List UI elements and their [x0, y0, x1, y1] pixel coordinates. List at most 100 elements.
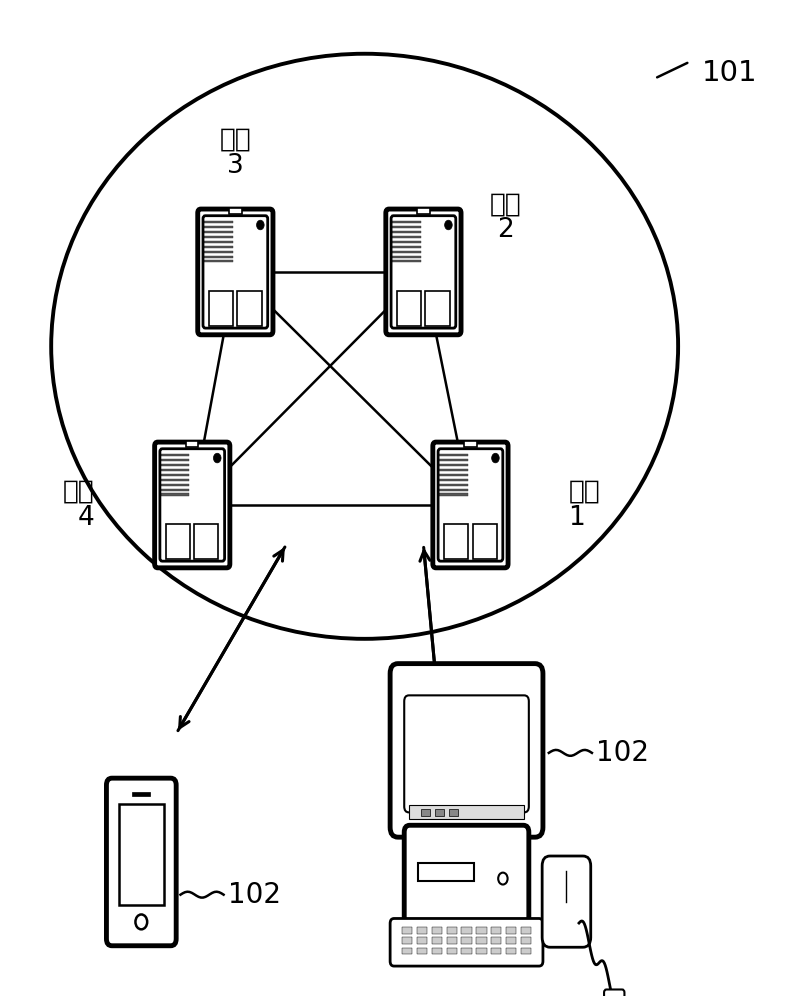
Bar — [392, 221, 421, 223]
Bar — [417, 927, 427, 934]
Bar — [204, 236, 233, 238]
Bar — [506, 937, 516, 944]
Bar — [444, 524, 468, 559]
Bar — [462, 927, 471, 934]
Text: 节点
4: 节点 4 — [63, 479, 94, 531]
Bar — [447, 937, 457, 944]
Text: 节点
3: 节点 3 — [219, 127, 251, 179]
Bar — [194, 524, 219, 559]
Bar — [204, 241, 233, 243]
Bar — [439, 454, 468, 456]
Bar — [439, 469, 468, 471]
Bar — [439, 474, 468, 476]
Bar — [464, 441, 477, 447]
Bar — [491, 927, 501, 934]
Bar — [161, 469, 189, 471]
Bar — [161, 484, 189, 486]
Bar — [204, 226, 233, 228]
Bar — [132, 792, 150, 796]
Bar — [392, 226, 421, 228]
Bar — [439, 459, 468, 461]
Bar — [439, 464, 468, 466]
Circle shape — [498, 873, 508, 885]
FancyBboxPatch shape — [154, 442, 230, 568]
Bar — [392, 241, 421, 243]
Bar — [119, 804, 164, 905]
Bar — [521, 948, 531, 954]
Bar — [439, 484, 468, 486]
FancyBboxPatch shape — [390, 664, 543, 837]
Bar — [161, 474, 189, 476]
Bar — [417, 937, 427, 944]
Bar — [161, 459, 189, 461]
Bar — [402, 927, 412, 934]
FancyBboxPatch shape — [106, 778, 176, 946]
Bar — [462, 937, 471, 944]
Bar — [447, 927, 457, 934]
Bar — [506, 948, 516, 954]
Bar — [417, 863, 474, 881]
Bar — [449, 809, 459, 816]
Bar — [402, 948, 412, 954]
Bar — [432, 937, 442, 944]
Bar — [462, 948, 471, 954]
Bar — [209, 291, 234, 326]
Bar — [204, 260, 233, 262]
Text: 102: 102 — [227, 881, 280, 909]
Bar — [432, 927, 442, 934]
Text: 节点
1: 节点 1 — [569, 479, 600, 531]
Bar — [392, 256, 421, 258]
Text: 节点
2: 节点 2 — [489, 191, 522, 243]
Bar — [432, 948, 442, 954]
Bar — [161, 493, 189, 496]
Bar — [417, 208, 429, 214]
Text: 101: 101 — [702, 59, 757, 87]
Bar — [402, 937, 412, 944]
Bar — [161, 489, 189, 491]
Bar — [166, 524, 190, 559]
FancyBboxPatch shape — [198, 209, 273, 335]
Bar — [439, 489, 468, 491]
FancyBboxPatch shape — [386, 209, 461, 335]
Bar — [204, 251, 233, 253]
Bar — [476, 927, 486, 934]
Bar — [392, 231, 421, 233]
Bar — [506, 927, 516, 934]
FancyBboxPatch shape — [390, 918, 543, 966]
Bar — [161, 454, 189, 456]
Bar — [204, 231, 233, 233]
Bar — [229, 208, 242, 214]
Circle shape — [492, 453, 499, 463]
Bar — [417, 948, 427, 954]
Bar — [521, 937, 531, 944]
Text: 102: 102 — [596, 739, 649, 767]
FancyBboxPatch shape — [543, 856, 591, 947]
Bar — [204, 256, 233, 258]
FancyBboxPatch shape — [404, 825, 529, 923]
Bar — [439, 493, 468, 496]
Bar — [491, 937, 501, 944]
Bar — [476, 937, 486, 944]
Bar — [439, 479, 468, 481]
Bar — [491, 948, 501, 954]
Bar — [392, 251, 421, 253]
Bar — [421, 809, 430, 816]
Bar — [425, 291, 450, 326]
Bar — [409, 805, 524, 819]
Bar — [161, 464, 189, 466]
Bar — [521, 927, 531, 934]
Circle shape — [257, 220, 265, 230]
Bar — [186, 441, 199, 447]
Bar — [435, 809, 444, 816]
Circle shape — [135, 914, 147, 929]
Bar — [204, 221, 233, 223]
Bar — [392, 260, 421, 262]
FancyBboxPatch shape — [604, 989, 624, 1000]
Bar — [476, 948, 486, 954]
Bar — [204, 246, 233, 248]
Bar — [392, 246, 421, 248]
Bar — [473, 524, 497, 559]
FancyBboxPatch shape — [433, 442, 508, 568]
Bar — [447, 948, 457, 954]
Bar — [398, 291, 421, 326]
